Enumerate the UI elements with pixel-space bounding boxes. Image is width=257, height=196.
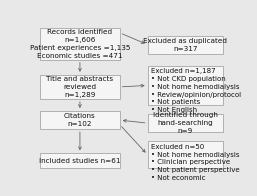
FancyBboxPatch shape (148, 36, 223, 54)
FancyBboxPatch shape (40, 75, 120, 99)
Text: Excluded as duplicated
n=317: Excluded as duplicated n=317 (143, 38, 227, 52)
Text: Citations
n=102: Citations n=102 (64, 113, 96, 127)
Text: Title and abstracts
reviewed
n=1,289: Title and abstracts reviewed n=1,289 (46, 76, 114, 98)
FancyBboxPatch shape (148, 66, 223, 105)
FancyBboxPatch shape (40, 153, 120, 168)
FancyBboxPatch shape (148, 141, 223, 168)
Text: Excluded n=1,187
• Not CKD population
• Not home hemodialysis
• Review/opinion/p: Excluded n=1,187 • Not CKD population • … (151, 68, 241, 113)
FancyBboxPatch shape (148, 114, 223, 132)
Text: Identified through
hand-searching
n=9: Identified through hand-searching n=9 (153, 112, 218, 134)
Text: Included studies n=61: Included studies n=61 (39, 158, 121, 164)
FancyBboxPatch shape (40, 111, 120, 129)
Text: Excluded n=50
• Not home hemodialysis
• Clinician perspective
• Not patient pers: Excluded n=50 • Not home hemodialysis • … (151, 144, 239, 181)
FancyBboxPatch shape (40, 28, 120, 60)
Text: Records identified
n=1,606
Patient experiences =1,135
Economic studies =471: Records identified n=1,606 Patient exper… (30, 29, 130, 59)
